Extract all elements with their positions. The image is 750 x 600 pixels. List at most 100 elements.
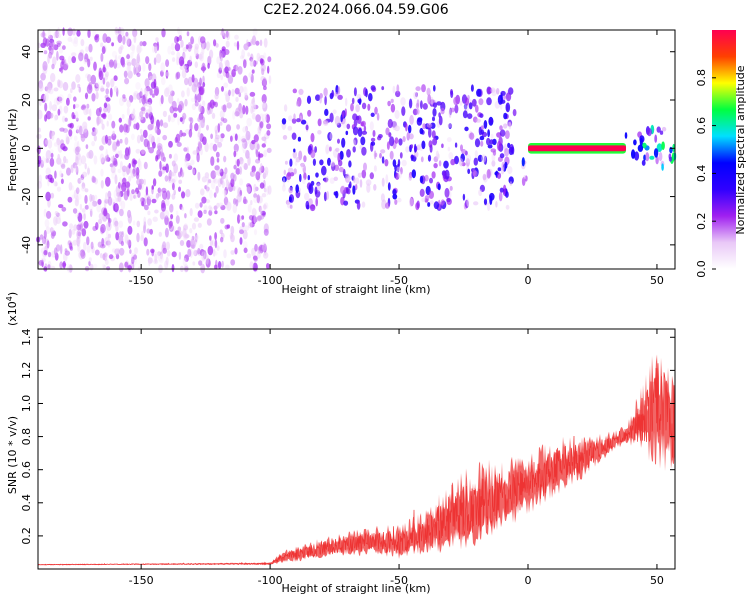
spectral-cell xyxy=(47,28,51,38)
spectral-cell xyxy=(126,61,132,67)
spectral-cell xyxy=(57,33,61,39)
spectral-cell xyxy=(76,30,81,37)
spectral-cell xyxy=(147,218,153,226)
spectral-cell xyxy=(220,74,224,81)
spectrogram-xtick-label: -100 xyxy=(258,274,283,287)
spectral-cell xyxy=(450,107,455,113)
spectral-cell xyxy=(466,198,470,207)
spectral-cell xyxy=(38,174,42,184)
spectral-cell xyxy=(119,196,122,206)
spectral-cell xyxy=(116,87,119,97)
spectral-cell xyxy=(219,52,223,62)
spectral-cell xyxy=(266,130,271,136)
spectral-cell xyxy=(50,227,55,232)
spectral-cell xyxy=(468,102,473,110)
spectral-cell xyxy=(637,144,644,152)
spectral-cell xyxy=(51,104,57,112)
spectral-cell xyxy=(250,73,254,84)
spectral-cell xyxy=(141,95,146,105)
spectral-cell xyxy=(486,137,491,146)
spectral-cell xyxy=(505,102,511,113)
spectral-cell xyxy=(179,203,183,210)
spectral-cell xyxy=(104,134,109,144)
spectral-cell xyxy=(160,94,164,105)
spectral-cell xyxy=(246,183,251,189)
spectral-cell xyxy=(239,229,244,234)
spectral-cell xyxy=(107,233,111,239)
spectral-cell xyxy=(43,250,48,256)
spectral-cell xyxy=(50,192,55,199)
spectral-cell xyxy=(267,56,272,63)
spectral-cell xyxy=(197,141,202,147)
spectral-cell xyxy=(234,133,238,141)
spectral-cell xyxy=(438,160,442,167)
spectral-cell xyxy=(164,227,169,238)
spectral-cell xyxy=(194,43,199,50)
spectral-cell xyxy=(176,71,181,80)
spectral-cell xyxy=(178,35,182,41)
spectral-cell xyxy=(183,52,186,61)
spectral-cell xyxy=(213,39,217,47)
spectral-cell xyxy=(201,251,206,261)
spectral-cell xyxy=(421,140,426,150)
spectral-cell xyxy=(223,28,227,39)
spectral-cell xyxy=(113,59,118,69)
spectral-cell xyxy=(369,121,374,131)
spectral-cell xyxy=(114,26,119,36)
spectral-cell xyxy=(84,194,88,204)
spectral-cell xyxy=(137,46,143,53)
spectral-cell xyxy=(127,70,133,79)
spectral-cell xyxy=(207,245,214,256)
spectral-cell xyxy=(65,133,68,141)
spectral-cell xyxy=(388,132,392,138)
spectral-cell xyxy=(98,218,103,225)
spectral-cell xyxy=(363,162,367,172)
spectral-cell xyxy=(133,247,139,255)
spectral-cell xyxy=(214,232,218,241)
spectral-cell xyxy=(193,250,198,257)
spectral-cell xyxy=(105,212,110,220)
spectral-cell xyxy=(315,94,321,101)
spectral-cell xyxy=(115,231,120,241)
spectral-cell xyxy=(285,199,291,205)
spectral-cell xyxy=(251,139,256,145)
spectral-cell xyxy=(63,105,69,114)
spectral-cell xyxy=(190,238,194,246)
spectral-cell xyxy=(360,122,365,127)
spectral-cell xyxy=(59,261,64,269)
spectral-cell xyxy=(405,146,410,153)
spectral-cell xyxy=(86,103,90,109)
spectral-cell xyxy=(310,132,315,143)
spectrogram-xtick-label: -150 xyxy=(129,274,154,287)
spectral-cell xyxy=(206,176,210,185)
spectral-cell xyxy=(99,253,103,259)
spectral-cell xyxy=(296,100,300,107)
spectral-cell xyxy=(106,266,111,271)
spectral-cell xyxy=(253,193,258,199)
spectral-cell xyxy=(134,247,138,254)
spectral-cell xyxy=(397,197,402,203)
spectral-cell xyxy=(197,117,201,122)
spectral-cell xyxy=(78,86,82,93)
spectral-cell xyxy=(154,44,158,54)
spectral-cell xyxy=(54,114,59,121)
spectral-cell xyxy=(633,139,637,146)
spectral-cell xyxy=(422,103,428,110)
spectral-cell xyxy=(243,163,248,170)
spectral-cell xyxy=(385,174,389,185)
spectral-cell xyxy=(194,93,198,103)
spectral-cell xyxy=(55,216,61,225)
spectral-cell xyxy=(124,181,131,188)
spectral-cell xyxy=(305,200,310,210)
spectral-cell xyxy=(54,211,59,216)
spectral-cell xyxy=(220,236,224,243)
spectral-cell xyxy=(144,204,149,211)
spectral-cell xyxy=(230,234,235,243)
spectral-cell xyxy=(156,143,163,150)
spectral-cell xyxy=(83,220,89,229)
spectral-cell xyxy=(206,124,209,131)
spectral-cell xyxy=(429,200,434,205)
spectral-cell xyxy=(55,182,58,187)
spectral-cell xyxy=(81,104,87,109)
spectral-cell xyxy=(73,135,78,142)
